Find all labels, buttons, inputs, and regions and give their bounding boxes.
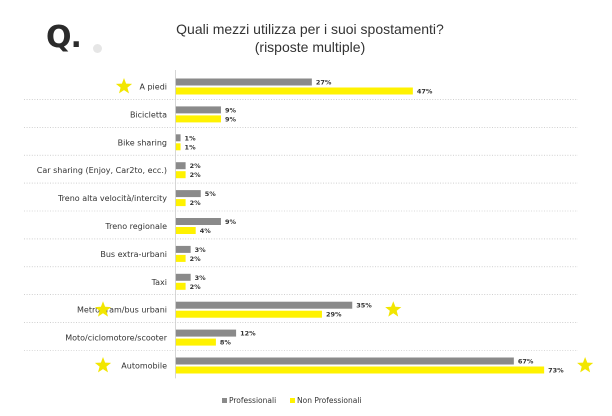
value-label-non-professionali: 9% <box>225 115 237 123</box>
question-mark-label: Q. <box>46 20 82 55</box>
value-label-non-professionali: 2% <box>190 283 202 291</box>
bar-professionali <box>175 273 191 281</box>
legend-label-non-professionali: Non Professionali <box>297 396 362 405</box>
value-label-professionali: 27% <box>316 79 332 87</box>
value-label-non-professionali: 8% <box>220 339 232 347</box>
highlight-star-icon <box>577 357 594 373</box>
value-label-non-professionali: 2% <box>190 171 202 179</box>
value-label-professionali: 9% <box>225 218 237 226</box>
bar-non-professionali <box>175 310 322 318</box>
category-label: Treno regionale <box>104 222 167 231</box>
value-label-professionali: 12% <box>240 330 256 338</box>
value-label-non-professionali: 2% <box>190 255 202 263</box>
category-label: Bus extra-urbani <box>100 250 167 259</box>
value-label-professionali: 5% <box>205 190 217 198</box>
value-label-non-professionali: 2% <box>190 199 202 207</box>
value-label-non-professionali: 4% <box>200 227 212 235</box>
chart-title-line2: (risposte multiple) <box>254 39 366 55</box>
value-label-professionali: 1% <box>185 134 197 142</box>
bar-professionali <box>175 106 221 114</box>
value-label-non-professionali: 1% <box>185 143 197 151</box>
bar-professionali <box>175 190 201 198</box>
value-label-professionali: 3% <box>195 274 207 282</box>
bar-non-professionali <box>175 366 545 374</box>
category-label: A piedi <box>139 83 167 92</box>
bar-non-professionali <box>175 115 221 123</box>
chart-title-line1: Quali mezzi utilizza per i suoi spostame… <box>176 21 444 37</box>
category-label: Treno alta velocità/intercity <box>57 194 167 203</box>
highlight-star-icon <box>385 301 402 317</box>
highlight-star-icon <box>94 301 112 317</box>
category-label: Bicicletta <box>130 110 167 119</box>
bar-professionali <box>175 78 312 86</box>
value-label-professionali: 67% <box>518 358 534 366</box>
chart-title: Quali mezzi utilizza per i suoi spostame… <box>160 20 460 56</box>
bar-non-professionali <box>175 227 196 234</box>
legend-label-professionali: Professionali <box>229 396 276 405</box>
value-label-professionali: 9% <box>225 106 237 114</box>
category-label: Metro/tram/bus urbani <box>77 306 167 315</box>
bar-professionali <box>175 329 237 337</box>
value-label-non-professionali: 47% <box>417 88 433 96</box>
bar-non-professionali <box>175 87 413 95</box>
value-label-professionali: 35% <box>356 302 372 310</box>
bar-professionali <box>175 218 221 225</box>
bar-non-professionali <box>175 338 216 346</box>
category-label: Bike sharing <box>118 138 167 147</box>
value-label-non-professionali: 29% <box>326 311 342 319</box>
bar-professionali <box>175 162 186 170</box>
category-label: Taxi <box>151 278 167 287</box>
legend-swatch-professionali <box>222 398 227 403</box>
value-label-professionali: 2% <box>190 162 202 170</box>
bar-non-professionali <box>175 171 186 179</box>
category-label: Automobile <box>121 362 167 371</box>
bar-non-professionali <box>175 143 181 151</box>
bar-non-professionali <box>175 254 186 262</box>
category-label: Car sharing (Enjoy, Car2to, ecc.) <box>37 166 167 175</box>
value-label-non-professionali: 73% <box>548 367 564 375</box>
bar-professionali <box>175 245 191 253</box>
highlight-star-icon <box>94 357 112 373</box>
bar-professionali <box>175 357 514 365</box>
highlight-star-icon <box>115 78 133 94</box>
legend-swatch-non-professionali <box>290 398 295 403</box>
bar-non-professionali <box>175 199 186 207</box>
bar-non-professionali <box>175 282 186 290</box>
bar-professionali <box>175 301 353 309</box>
value-label-professionali: 3% <box>195 246 207 254</box>
decorative-dot <box>93 44 102 53</box>
category-label: Moto/ciclomotore/scooter <box>65 334 168 343</box>
bar-professionali <box>175 134 181 142</box>
